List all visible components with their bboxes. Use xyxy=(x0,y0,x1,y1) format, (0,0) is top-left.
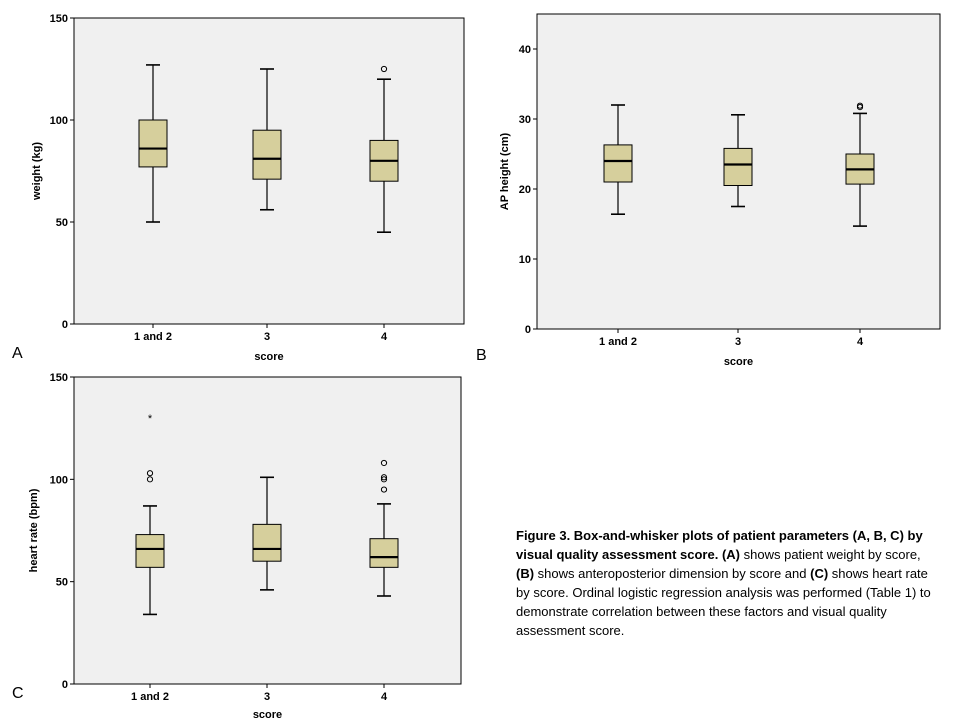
box-3 xyxy=(369,459,399,597)
panel-c: 0 50 100 150 1 and 2 3 4 score heart rate (bpm) C… xyxy=(12,372,462,720)
box-2 xyxy=(723,114,753,208)
x-tick-label: 3 xyxy=(264,331,270,343)
caption-text-c: shows heart rate by score. Ordinal logis… xyxy=(516,566,931,638)
x-axis-label: score xyxy=(254,351,283,363)
x-tick-label: 1 and 2 xyxy=(599,336,637,348)
x-tick-label: 1 and 2 xyxy=(134,331,172,343)
x-tick-label: 4 xyxy=(381,691,388,703)
outlier-point xyxy=(380,474,388,481)
iqr-box xyxy=(252,523,282,562)
figure-caption: Figure 3. Box-and-whisker plots of patie… xyxy=(516,526,936,640)
iqr-box xyxy=(252,129,282,180)
y-tick-label: 150 xyxy=(50,372,68,384)
outlier-point xyxy=(380,459,388,467)
y-tick-label: 50 xyxy=(56,577,68,589)
y-tick-label: 40 xyxy=(519,44,531,56)
x-tick-label: 4 xyxy=(381,331,388,343)
iqr-box xyxy=(603,144,633,183)
y-tick-label: 100 xyxy=(50,474,68,486)
y-tick-label: 0 xyxy=(62,319,68,331)
outlier-point xyxy=(146,476,154,483)
y-axis-label: weight (kg) xyxy=(31,142,43,201)
y-tick-label: 0 xyxy=(62,679,68,691)
caption-tag-c: (C) xyxy=(810,566,829,581)
outlier-point xyxy=(380,476,388,483)
y-tick-label: 30 xyxy=(519,114,531,126)
extreme-point: * xyxy=(148,413,153,425)
outlier-point xyxy=(380,65,388,73)
panel-a: 0 50 100 150 1 and 2 3 4 score weight (kg) A xyxy=(12,13,465,363)
x-tick-label: 4 xyxy=(857,336,864,348)
iqr-box xyxy=(135,534,165,568)
panel-letter: B xyxy=(476,347,487,364)
iqr-box xyxy=(369,538,399,568)
caption-tag-a: (A) xyxy=(721,547,740,562)
y-axis-label: heart rate (bpm) xyxy=(28,488,40,572)
box-2 xyxy=(252,68,282,211)
panel-letter: A xyxy=(12,345,23,362)
iqr-box xyxy=(723,147,753,186)
box-3 xyxy=(369,65,399,233)
box-1 xyxy=(138,64,168,223)
box-1: * xyxy=(135,413,165,616)
x-axis-label: score xyxy=(724,356,753,368)
y-tick-label: 100 xyxy=(50,115,68,127)
x-tick-label: 3 xyxy=(264,691,270,703)
outlier-point xyxy=(146,470,154,477)
caption-text-a: shows patient weight by score, xyxy=(743,547,921,562)
box-2 xyxy=(252,476,282,591)
y-tick-label: 20 xyxy=(519,184,531,196)
x-axis-label: score xyxy=(253,709,282,720)
outlier-point xyxy=(856,102,864,109)
caption-tag-b: (B) xyxy=(516,566,535,581)
caption-label: Figure 3. Box-and-whisker plots of patie… xyxy=(516,528,923,562)
panel-b: 0 10 20 30 40 1 and 2 3 4 score AP height (cm) B xyxy=(476,13,941,368)
y-tick-label: 50 xyxy=(56,217,68,229)
x-tick-label: 1 and 2 xyxy=(131,691,169,703)
y-axis-label: AP height (cm) xyxy=(499,132,511,210)
x-tick-label: 3 xyxy=(735,336,741,348)
panel-letter: C xyxy=(12,685,24,702)
y-tick-label: 10 xyxy=(519,254,531,266)
box-1 xyxy=(603,104,633,215)
caption-text-b: shows anteroposterior dimension by score… xyxy=(537,566,807,581)
y-tick-label: 150 xyxy=(50,13,68,25)
iqr-box xyxy=(138,119,168,168)
y-tick-label: 0 xyxy=(525,324,531,336)
outlier-point xyxy=(380,486,388,493)
box-3 xyxy=(845,102,875,227)
